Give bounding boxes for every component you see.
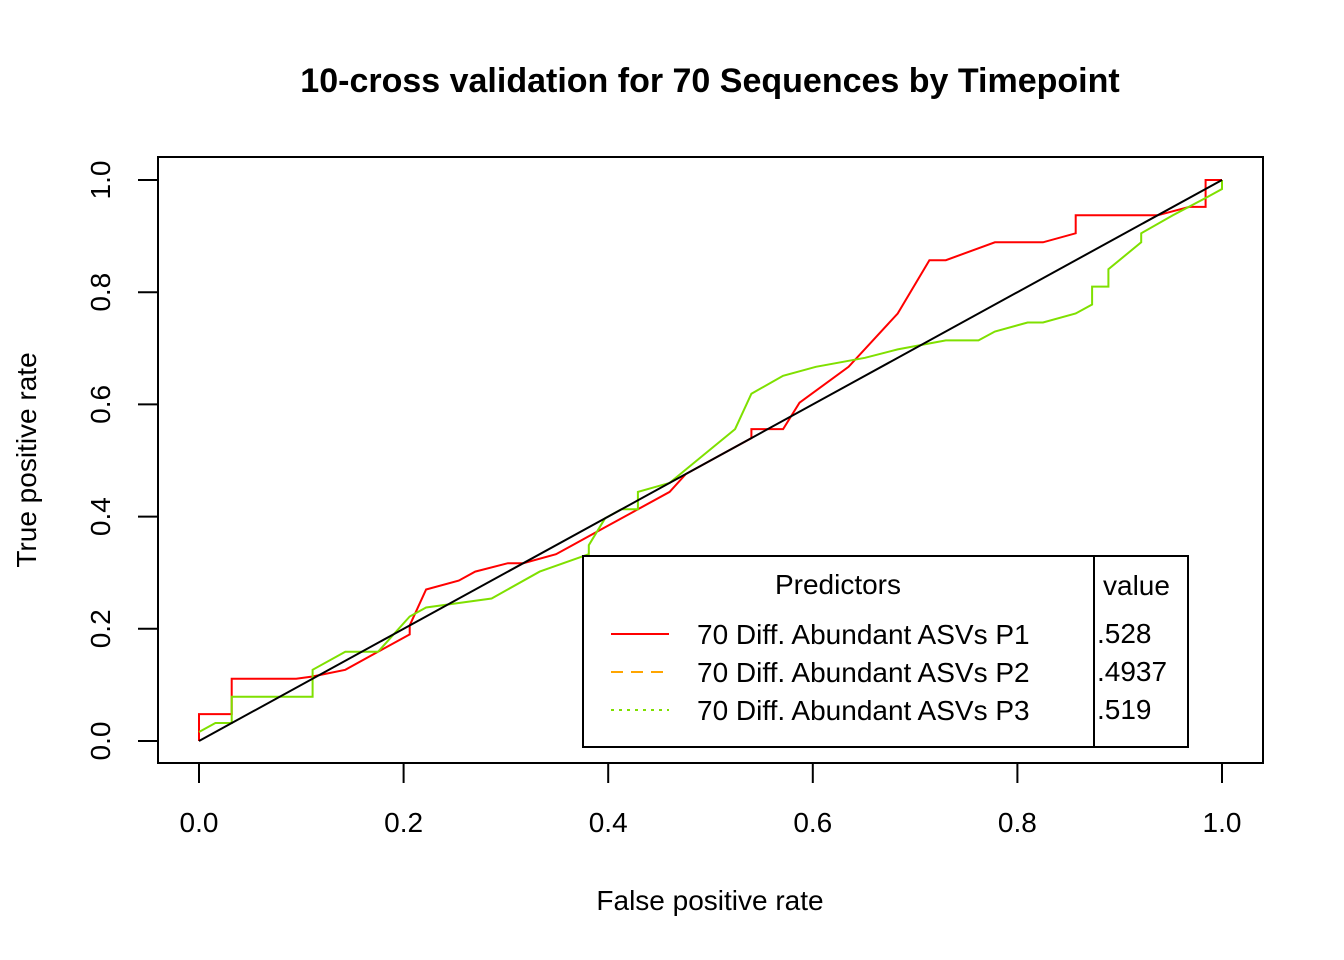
legend-entry-label: 70 Diff. Abundant ASVs P3 — [697, 695, 1030, 726]
y-tick-label: 0.2 — [85, 609, 116, 648]
legend: value .528 .4937 .519 Predictors 70 Diff. Abu… — [582, 555, 1189, 748]
series-layer — [198, 179, 1223, 742]
y-tick-label: 0.0 — [85, 722, 116, 761]
roc-line-2 — [198, 180, 1223, 733]
legend-predictors-box — [582, 555, 1095, 748]
legend-entry-label: 70 Diff. Abundant ASVs P1 — [697, 619, 1030, 650]
x-tick-label: 0.8 — [998, 807, 1037, 838]
legend-entry-label: 70 Diff. Abundant ASVs P2 — [697, 657, 1030, 688]
reference-diagonal-line — [198, 179, 1223, 742]
y-axis-label: True positive rate — [11, 352, 42, 567]
legend-value: .528 — [1097, 618, 1152, 649]
x-axis-label: False positive rate — [596, 885, 823, 916]
roc-line-1 — [198, 179, 1222, 741]
legend-value: .4937 — [1097, 656, 1167, 687]
y-axis: 0.0 0.2 0.4 0.6 0.8 1.0 — [85, 161, 159, 761]
y-tick-label: 1.0 — [85, 161, 116, 200]
legend-value: .519 — [1097, 694, 1152, 725]
x-tick-label: 0.6 — [793, 807, 832, 838]
x-tick-label: 0.0 — [180, 807, 219, 838]
y-tick-label: 0.8 — [85, 273, 116, 312]
x-tick-label: 1.0 — [1203, 807, 1242, 838]
x-axis: 0.0 0.2 0.4 0.6 0.8 1.0 — [180, 762, 1242, 838]
legend-value-header: value — [1103, 570, 1170, 601]
x-tick-label: 0.4 — [589, 807, 628, 838]
legend-title: Predictors — [775, 569, 901, 600]
x-tick-label: 0.2 — [384, 807, 423, 838]
y-tick-label: 0.4 — [85, 497, 116, 536]
chart-title: 10-cross validation for 70 Sequences by … — [300, 62, 1119, 100]
y-tick-label: 0.6 — [85, 385, 116, 424]
